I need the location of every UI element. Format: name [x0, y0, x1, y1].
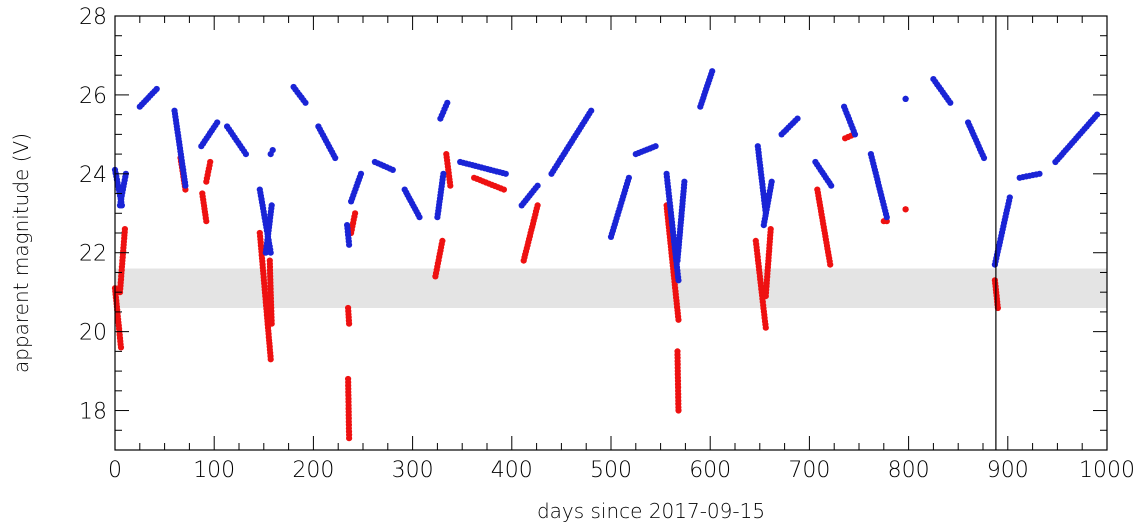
data-point	[121, 226, 128, 233]
data-point	[302, 99, 309, 106]
y-tick-label: 24	[79, 163, 107, 188]
data-point	[827, 261, 834, 268]
data-point	[447, 182, 454, 189]
data-point	[182, 182, 189, 189]
data-point	[389, 166, 396, 173]
x-tick-label: 0	[108, 458, 122, 483]
data-point	[346, 241, 353, 248]
data-point	[762, 324, 769, 331]
data-point	[675, 407, 682, 414]
data-point	[268, 202, 275, 209]
data-point	[267, 356, 274, 363]
data-point	[794, 115, 801, 122]
data-point	[346, 435, 353, 442]
x-axis-label: days since 2017-09-15	[537, 499, 765, 523]
data-point	[980, 154, 988, 162]
data-point	[269, 147, 276, 154]
data-point	[444, 99, 451, 106]
data-point	[588, 107, 595, 114]
data-point	[242, 151, 249, 158]
data-point	[268, 320, 275, 327]
data-point	[534, 202, 541, 209]
data-point	[675, 277, 682, 284]
data-point	[416, 214, 423, 221]
data-point	[1036, 170, 1043, 177]
data-point	[681, 178, 688, 185]
y-tick-label: 26	[79, 84, 107, 109]
data-point	[534, 182, 541, 189]
data-point	[883, 214, 890, 221]
data-point	[267, 249, 274, 256]
y-tick-label: 22	[79, 242, 107, 267]
data-point	[675, 316, 682, 323]
y-axis-label: apparent magnitude (V)	[9, 133, 33, 373]
data-point	[768, 178, 775, 185]
data-point	[440, 170, 447, 177]
data-point	[947, 99, 954, 106]
x-tick-label: 600	[689, 458, 731, 483]
y-tick-label: 28	[79, 5, 107, 30]
x-tick-label: 900	[987, 458, 1029, 483]
x-tick-label: 100	[193, 458, 235, 483]
x-tick-label: 400	[491, 458, 533, 483]
data-point	[117, 344, 125, 351]
x-tick-label: 1000	[1079, 458, 1135, 483]
data-point	[203, 218, 210, 225]
data-point	[902, 95, 909, 102]
data-points	[111, 68, 1101, 442]
y-tick-label: 18	[79, 400, 107, 425]
data-point	[1006, 194, 1013, 201]
data-point	[332, 154, 339, 162]
x-tick-label: 800	[888, 458, 930, 483]
data-point	[767, 226, 774, 233]
data-point	[1094, 111, 1101, 118]
data-point	[902, 206, 909, 213]
data-point	[625, 174, 633, 181]
data-point	[207, 158, 214, 166]
data-point	[828, 182, 835, 189]
x-axis: 0 100 200 300 400 500 600 700 800 900 1000	[108, 16, 1135, 483]
x-tick-label: 500	[590, 458, 632, 483]
x-tick-label: 200	[292, 458, 334, 483]
data-point	[346, 320, 353, 327]
data-point	[709, 68, 716, 75]
x-tick-label: 300	[392, 458, 434, 483]
data-point	[214, 119, 221, 126]
y-tick-label: 20	[79, 321, 107, 346]
data-point	[500, 186, 507, 193]
shaded-band	[115, 268, 1107, 308]
x-tick-label: 700	[788, 458, 830, 483]
data-point	[439, 237, 446, 244]
data-point	[153, 85, 160, 93]
data-point	[851, 131, 859, 138]
data-point	[652, 143, 659, 150]
data-point	[502, 170, 509, 177]
data-point	[352, 210, 359, 217]
data-point	[357, 170, 365, 177]
y-axis: 18 20 22 24 26 28	[79, 5, 1107, 451]
